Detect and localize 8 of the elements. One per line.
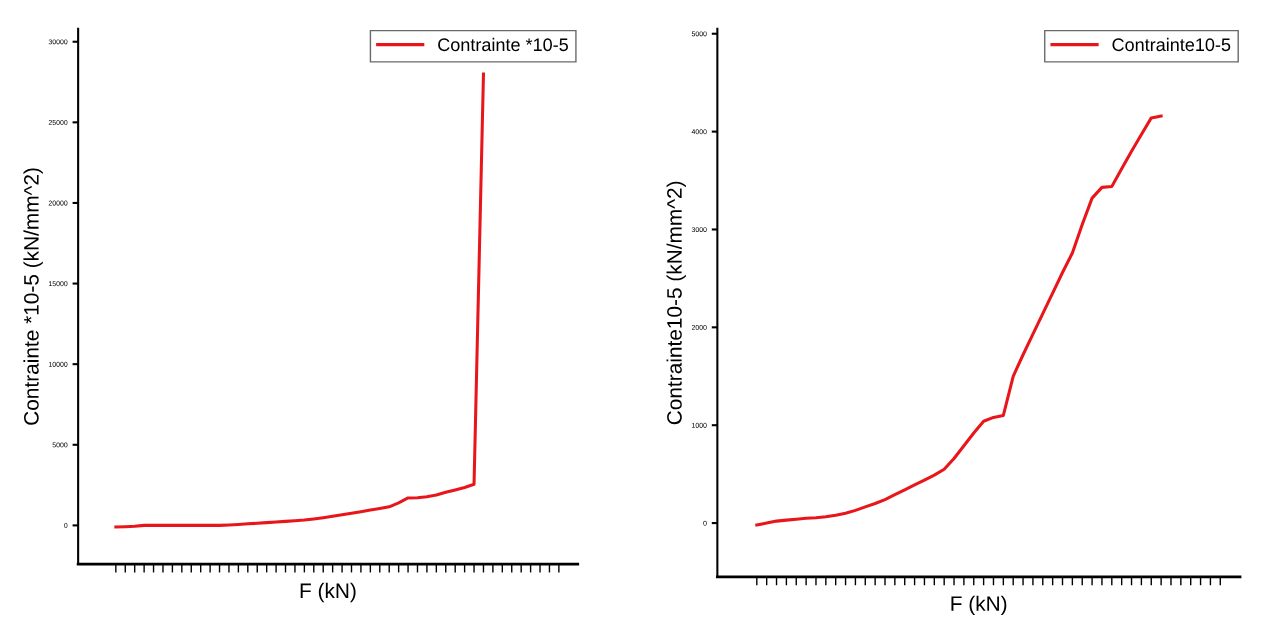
x-axis-title: F (kN) — [951, 595, 1007, 616]
legend-label: Contrainte *10-5 — [438, 37, 568, 52]
y-axis-title: Contrainte10-5 (kN/mm^2) — [666, 181, 686, 425]
x-axis-title: F (kN) — [300, 582, 356, 603]
line-series — [114, 72, 485, 529]
line-series — [755, 114, 1163, 527]
legend-label: Contrainte10-5 — [1112, 37, 1231, 52]
y-axis-title: Contrainte *10-5 (kN/mm^2) — [23, 168, 43, 425]
